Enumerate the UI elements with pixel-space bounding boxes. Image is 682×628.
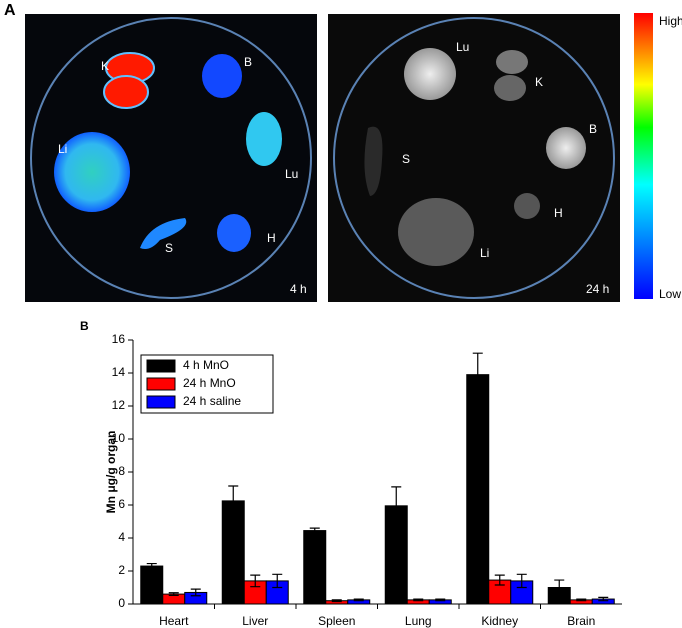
colorbar-low: Low xyxy=(659,287,681,301)
error-bar xyxy=(435,598,446,602)
error-bar xyxy=(391,486,402,526)
organ-label: Li xyxy=(58,142,67,156)
colorbar-high: High xyxy=(659,14,682,28)
error-bar xyxy=(554,579,565,596)
organ-label: K xyxy=(101,59,109,73)
y-tick-label: 10 xyxy=(112,431,126,445)
x-tick-label: Liver xyxy=(242,614,268,628)
error-bar xyxy=(413,598,424,602)
organ-label: H xyxy=(267,231,276,245)
y-tick-label: 6 xyxy=(118,497,125,511)
time-label: 4 h xyxy=(290,282,307,296)
error-bar xyxy=(168,592,179,597)
organ-label: Lu xyxy=(285,167,298,181)
colorbar xyxy=(634,13,653,299)
error-bar xyxy=(331,599,342,603)
legend-label: 24 h saline xyxy=(183,394,241,408)
y-axis-label: Mn μg/g organ xyxy=(104,431,118,514)
error-bar xyxy=(146,562,157,570)
legend-label: 24 h MnO xyxy=(183,376,236,390)
error-bar xyxy=(272,573,283,589)
organ-label: B xyxy=(244,55,252,69)
error-bar xyxy=(190,588,201,597)
bar xyxy=(303,530,327,605)
error-bar xyxy=(516,573,527,589)
bar xyxy=(466,374,490,605)
panel-label: A xyxy=(4,2,16,19)
bar xyxy=(221,500,245,605)
error-bar xyxy=(228,485,239,517)
bar xyxy=(140,565,164,605)
y-tick-label: 4 xyxy=(118,530,125,544)
y-tick-label: 8 xyxy=(118,464,125,478)
image-4h: K B Li Lu S H 4 h xyxy=(25,14,317,302)
organ-label: H xyxy=(554,206,563,220)
time-label: 24 h xyxy=(586,282,609,296)
x-tick-label: Brain xyxy=(567,614,595,628)
error-bar xyxy=(309,527,320,534)
error-bar xyxy=(472,352,483,397)
x-tick-label: Spleen xyxy=(318,614,355,628)
error-bar xyxy=(353,598,364,602)
y-tick-label: 2 xyxy=(118,563,125,577)
bar-chart: B Mn μg/g organ 0 2 4 6 8 10 12 14 16 Heart Liver Spl… xyxy=(80,319,622,628)
y-tick-label: 16 xyxy=(112,332,126,346)
error-bar xyxy=(494,574,505,586)
legend-label: 4 h MnO xyxy=(183,358,229,372)
organ-label: K xyxy=(535,75,543,89)
organ-label: S xyxy=(165,241,173,255)
image-24h: Lu K B S H Li 24 h xyxy=(328,14,620,302)
panel-label: B xyxy=(80,319,89,333)
legend-swatch xyxy=(146,395,176,409)
x-tick-label: Kidney xyxy=(481,614,518,628)
x-tick-label: Lung xyxy=(405,614,432,628)
legend-swatch xyxy=(146,377,176,391)
y-tick-label: 14 xyxy=(112,365,126,379)
error-bar xyxy=(598,596,609,602)
error-bar xyxy=(250,574,261,588)
organ-label: Lu xyxy=(456,40,469,54)
error-bar xyxy=(576,598,587,602)
y-tick-label: 0 xyxy=(118,596,125,610)
organ-label: B xyxy=(589,122,597,136)
y-tick-label: 12 xyxy=(112,398,126,412)
legend-swatch xyxy=(146,359,176,373)
organ-label: Li xyxy=(480,246,489,260)
x-tick-label: Heart xyxy=(159,614,189,628)
organ-label: S xyxy=(402,152,410,166)
